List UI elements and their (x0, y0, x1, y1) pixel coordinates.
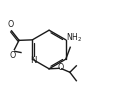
Text: NH$_2$: NH$_2$ (65, 32, 81, 44)
Text: O: O (10, 51, 16, 60)
Text: O: O (57, 63, 63, 72)
Text: O: O (7, 20, 13, 30)
Text: N: N (30, 56, 37, 65)
